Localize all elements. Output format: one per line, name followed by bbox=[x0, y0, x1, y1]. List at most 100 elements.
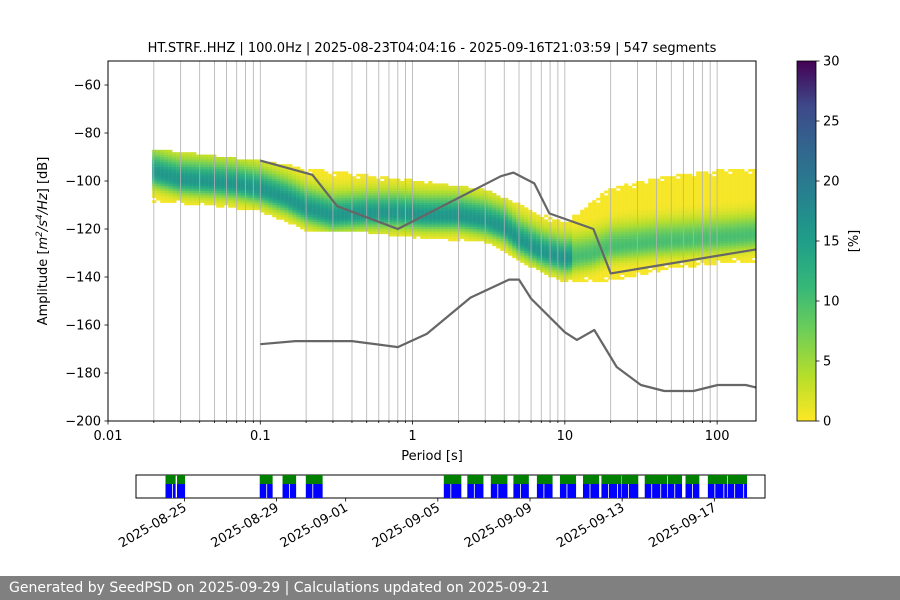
heatmap-cell bbox=[748, 190, 753, 194]
heatmap-cell bbox=[340, 214, 345, 218]
heatmap-cell bbox=[332, 193, 337, 196]
heatmap-cell bbox=[156, 154, 161, 158]
heatmap-cell bbox=[352, 178, 357, 182]
heatmap-cell bbox=[516, 257, 521, 261]
heatmap-cell bbox=[276, 190, 281, 194]
heatmap-cell bbox=[628, 255, 633, 259]
heatmap-cell bbox=[268, 166, 273, 170]
heatmap-cell bbox=[740, 241, 745, 244]
heatmap-cell bbox=[340, 181, 345, 184]
heatmap-cell bbox=[568, 221, 573, 225]
heatmap-cell bbox=[688, 178, 693, 182]
heatmap-cell bbox=[220, 205, 225, 208]
heatmap-cell bbox=[152, 157, 157, 160]
heatmap-cell bbox=[464, 231, 469, 235]
heatmap-cell bbox=[476, 231, 481, 235]
heatmap-cell bbox=[300, 207, 305, 211]
heatmap-cell bbox=[236, 169, 241, 172]
heatmap-cell bbox=[152, 181, 157, 184]
heatmap-cell bbox=[584, 255, 589, 259]
heatmap-cell bbox=[640, 272, 645, 275]
heatmap-cell bbox=[640, 269, 645, 273]
heatmap-cell bbox=[180, 181, 185, 184]
heatmap-cell bbox=[536, 231, 541, 235]
heatmap-cell bbox=[264, 183, 269, 187]
heatmap-cell bbox=[316, 207, 321, 211]
heatmap-cell bbox=[688, 219, 693, 223]
heatmap-cell bbox=[460, 214, 465, 218]
heatmap-cell bbox=[560, 279, 565, 283]
heatmap-cell bbox=[656, 262, 661, 266]
heatmap-cell bbox=[664, 267, 669, 271]
heatmap-cell bbox=[388, 193, 393, 196]
heatmap-cell bbox=[588, 255, 593, 259]
heatmap-cell bbox=[512, 226, 517, 230]
heatmap-cell bbox=[544, 229, 549, 232]
heatmap-cell bbox=[692, 178, 697, 182]
heatmap-cell bbox=[752, 224, 757, 227]
heatmap-cell bbox=[632, 255, 637, 259]
heatmap-cell bbox=[264, 178, 269, 182]
heatmap-cell bbox=[576, 277, 581, 280]
heatmap-cell bbox=[572, 245, 577, 249]
heatmap-cell bbox=[248, 207, 253, 211]
heatmap-cell bbox=[352, 207, 357, 211]
heatmap-cell bbox=[204, 188, 209, 191]
heatmap-cell bbox=[500, 248, 505, 251]
heatmap-cell bbox=[720, 171, 725, 175]
heatmap-cell bbox=[732, 214, 737, 218]
heatmap-cell bbox=[740, 253, 745, 256]
heatmap-cell bbox=[488, 217, 493, 220]
heatmap-cell bbox=[296, 166, 301, 170]
heatmap-cell bbox=[164, 197, 169, 201]
heatmap-cell bbox=[752, 221, 757, 225]
heatmap-cell bbox=[732, 202, 737, 206]
heatmap-cell bbox=[492, 209, 497, 213]
heatmap-cell bbox=[308, 217, 313, 220]
heatmap-cell bbox=[704, 207, 709, 211]
heatmap-cell bbox=[336, 214, 341, 218]
heatmap-cell bbox=[152, 171, 157, 175]
heatmap-cell bbox=[272, 161, 277, 165]
heatmap-cell bbox=[336, 195, 341, 199]
heatmap-cell bbox=[220, 159, 225, 163]
heatmap-cell bbox=[704, 193, 709, 196]
heatmap-cell bbox=[616, 219, 621, 223]
heatmap-cell bbox=[384, 226, 389, 230]
heatmap-cell bbox=[616, 236, 621, 239]
heatmap-cell bbox=[508, 226, 513, 230]
heatmap-cell bbox=[752, 178, 757, 182]
heatmap-cell bbox=[308, 207, 313, 211]
heatmap-cell bbox=[376, 231, 381, 235]
heatmap-cell bbox=[632, 214, 637, 218]
heatmap-cell bbox=[420, 205, 425, 208]
heatmap-cell bbox=[364, 183, 369, 187]
heatmap-cell bbox=[428, 217, 433, 220]
timeline-tick-label: 2025-08-25 bbox=[116, 500, 189, 551]
heatmap-cell bbox=[400, 205, 405, 208]
heatmap-cell bbox=[460, 226, 465, 230]
heatmap-cell bbox=[676, 217, 681, 220]
heatmap-cell bbox=[704, 190, 709, 194]
heatmap-cell bbox=[740, 209, 745, 213]
heatmap-cell bbox=[628, 262, 633, 266]
heatmap-cell bbox=[416, 233, 421, 237]
heatmap-cell bbox=[520, 224, 525, 227]
heatmap-cell bbox=[676, 197, 681, 201]
heatmap-cell bbox=[252, 188, 257, 191]
heatmap-cell bbox=[344, 171, 349, 175]
heatmap-cell bbox=[660, 212, 665, 215]
heatmap-cell bbox=[360, 185, 365, 189]
heatmap-cell bbox=[416, 188, 421, 191]
heatmap-cell bbox=[624, 200, 629, 203]
heatmap-cell bbox=[592, 277, 597, 280]
heatmap-cell bbox=[280, 193, 285, 196]
heatmap-cell bbox=[532, 255, 537, 259]
heatmap-cell bbox=[384, 185, 389, 189]
heatmap-cell bbox=[736, 169, 741, 172]
heatmap-cell bbox=[320, 214, 325, 218]
heatmap-cell bbox=[240, 159, 245, 163]
heatmap-cell bbox=[656, 197, 661, 201]
heatmap-cell bbox=[568, 231, 573, 235]
heatmap-cell bbox=[320, 176, 325, 179]
